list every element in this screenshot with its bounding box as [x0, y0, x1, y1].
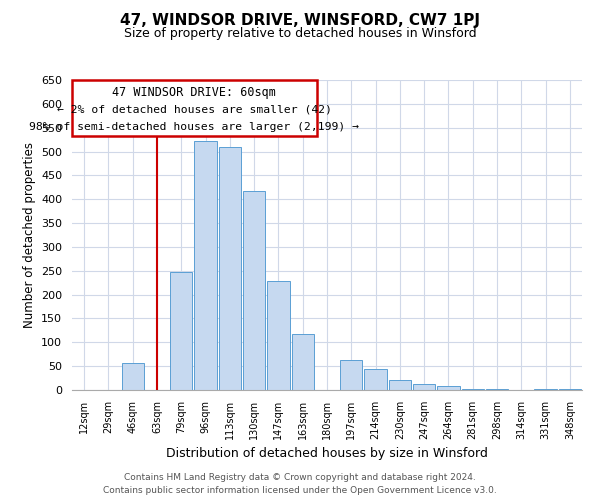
- Text: ← 2% of detached houses are smaller (42): ← 2% of detached houses are smaller (42): [57, 104, 332, 115]
- FancyBboxPatch shape: [72, 80, 317, 136]
- Text: 98% of semi-detached houses are larger (2,199) →: 98% of semi-detached houses are larger (…: [29, 122, 359, 132]
- Text: Contains HM Land Registry data © Crown copyright and database right 2024.
Contai: Contains HM Land Registry data © Crown c…: [103, 474, 497, 495]
- X-axis label: Distribution of detached houses by size in Winsford: Distribution of detached houses by size …: [166, 448, 488, 460]
- Text: Size of property relative to detached houses in Winsford: Size of property relative to detached ho…: [124, 28, 476, 40]
- Bar: [340, 360, 362, 390]
- Bar: [535, 388, 557, 390]
- Text: 47 WINDSOR DRIVE: 60sqm: 47 WINDSOR DRIVE: 60sqm: [112, 86, 277, 99]
- Bar: [243, 190, 265, 390]
- Bar: [170, 272, 193, 390]
- Bar: [267, 281, 290, 390]
- Bar: [461, 388, 484, 390]
- Bar: [486, 389, 508, 390]
- Text: 47, WINDSOR DRIVE, WINSFORD, CW7 1PJ: 47, WINDSOR DRIVE, WINSFORD, CW7 1PJ: [120, 12, 480, 28]
- Bar: [122, 363, 144, 390]
- Y-axis label: Number of detached properties: Number of detached properties: [23, 142, 35, 328]
- Bar: [559, 388, 581, 390]
- Bar: [413, 384, 436, 390]
- Bar: [218, 147, 241, 390]
- Bar: [364, 368, 387, 390]
- Bar: [389, 380, 411, 390]
- Bar: [437, 386, 460, 390]
- Bar: [194, 141, 217, 390]
- Bar: [292, 334, 314, 390]
